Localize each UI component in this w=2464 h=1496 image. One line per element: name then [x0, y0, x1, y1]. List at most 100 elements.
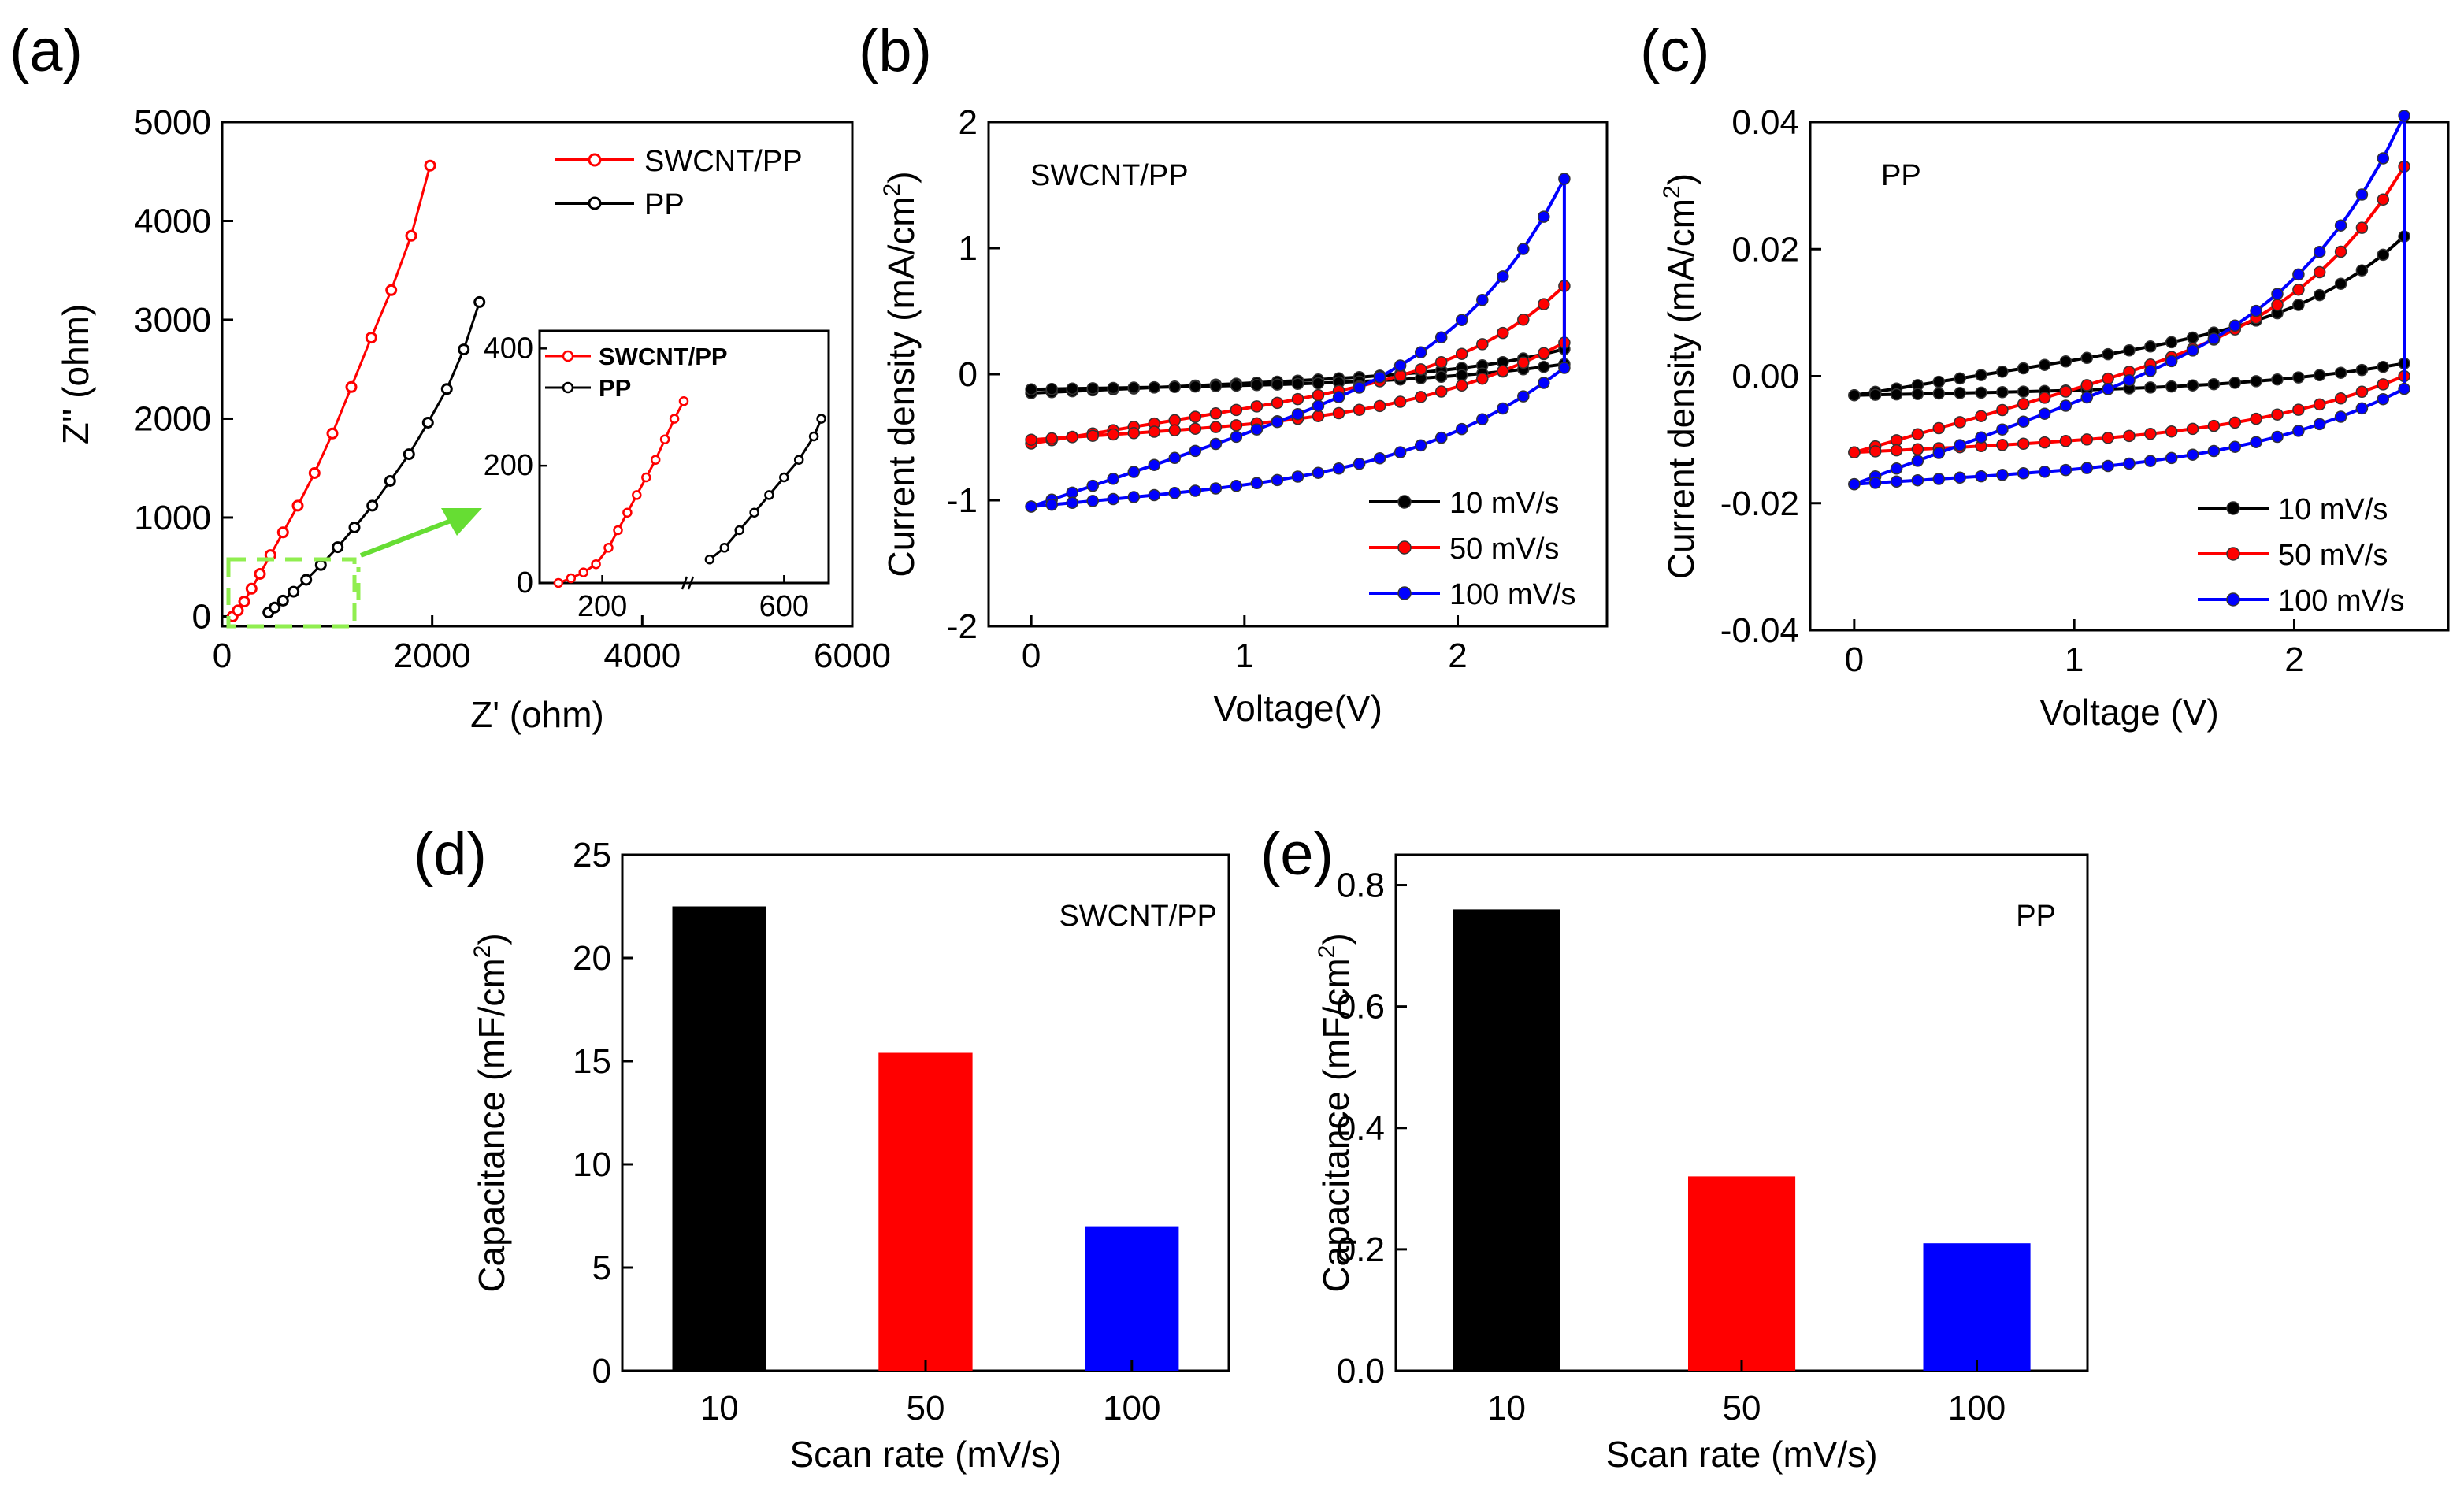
- panel-a-inset-series-0-point: [553, 577, 564, 588]
- panel-d-ytick-label: 25: [573, 836, 611, 874]
- panel-c-series-0-point: [2059, 355, 2073, 368]
- panel-c-series-2-point: [2059, 463, 2073, 477]
- panel-b-series-1-point: [1189, 422, 1202, 435]
- panel-c-series-1-point: [2017, 397, 2030, 410]
- panel-a-series-0-point: [365, 332, 377, 344]
- panel-c-series-2-point: [1996, 423, 2009, 436]
- panel-c-series-0-point: [2123, 344, 2136, 357]
- panel-c-series-0-point: [2186, 379, 2199, 392]
- panel-b-series-2-point: [1086, 479, 1099, 492]
- panel-c-series-1-point: [2207, 419, 2221, 432]
- panel-c-series-2-point: [2292, 425, 2305, 437]
- panel-b-series-2-point: [1045, 498, 1058, 511]
- panel-c-series-0-point: [1975, 386, 1987, 399]
- panel-a-inset-series-1-point: [749, 507, 759, 518]
- panel-c-series-0-point: [1868, 388, 1882, 401]
- panel-b-series-1-point: [1168, 424, 1182, 436]
- panel-b-legend-label: 100 mV/s: [1449, 578, 1576, 611]
- panel-c-series-1-point: [2228, 416, 2242, 429]
- panel-a-inset-series-0-point: [566, 573, 577, 584]
- panel-c-series-0-point: [2165, 380, 2178, 393]
- panel-b-series-2-point: [1107, 492, 1119, 506]
- panel-c-series-0-point: [2144, 381, 2157, 394]
- panel-c-xlabel: Voltage (V): [2039, 692, 2219, 733]
- panel-c-series-1-point: [1890, 444, 1903, 457]
- panel-b-legend-label: 10 mV/s: [1449, 487, 1559, 520]
- panel-b-series-0-point: [1312, 377, 1325, 390]
- panel-a-inset-series-1-point: [816, 414, 826, 424]
- panel-c-series-2-point: [2250, 304, 2262, 317]
- panel-a-series-0-point: [424, 159, 436, 172]
- panel-b-series-1-point: [1517, 314, 1530, 326]
- panel-b-series-2-point: [1025, 500, 1037, 513]
- panel-c-series-2-point: [2080, 391, 2094, 404]
- panel-a-ytick-label: 2000: [134, 399, 211, 438]
- panel-b-series-0-point: [1107, 381, 1119, 395]
- panel-c-series-1-point: [1868, 445, 1882, 458]
- panel-b-series-2-point: [1230, 430, 1243, 444]
- panel-a-inset-series-0-point: [650, 455, 661, 465]
- panel-c-series-2-point: [2165, 355, 2178, 368]
- panel-c-ytick-label: -0.02: [1720, 484, 1799, 523]
- panel-d-ylabel-text: Capacitance (mF/cm: [471, 958, 512, 1292]
- panel-c-series-2-point: [1911, 455, 1924, 467]
- panel-b-series-2-point: [1250, 423, 1264, 436]
- panel-a-legend-marker: [588, 153, 602, 167]
- panel-a-series-1-point: [403, 448, 415, 461]
- panel-e-label: (e): [1260, 821, 1334, 888]
- panel-c-legend-label: 100 mV/s: [2278, 585, 2405, 618]
- panel-c-legend-marker: [2226, 501, 2240, 515]
- panel-a-series-0-line: [232, 165, 432, 618]
- panel-a-inset-xtick-label: 600: [759, 590, 809, 623]
- panel-a-series-1-point: [314, 559, 327, 571]
- panel-c-series-2-point: [2271, 288, 2284, 300]
- panel-c-ytick-label: -0.04: [1720, 611, 1799, 650]
- panel-a-zoom-box: [226, 557, 357, 629]
- panel-b-ylabel-tail: ): [881, 171, 922, 183]
- panel-b-ytick-label: 2: [959, 103, 978, 142]
- panel-a-ytick-label: 3000: [134, 301, 211, 340]
- panel-e-annotation: PP: [2016, 900, 2056, 933]
- panel-b-legend-marker: [1397, 540, 1412, 555]
- panel-b-series-2-point: [1189, 444, 1202, 458]
- panel-c-series-2-point: [2207, 444, 2221, 458]
- panel-c-series-1-point: [2080, 433, 2094, 446]
- panel-a-inset-series-0-point: [659, 434, 670, 444]
- panel-c-series-0-point: [2271, 373, 2284, 386]
- panel-a-series-1-point: [458, 343, 470, 356]
- panel-c-series-2-point: [2165, 451, 2178, 465]
- panel-c-legend-marker: [2226, 592, 2240, 607]
- panel-b-series-1-point: [1414, 363, 1427, 376]
- panel-c-legend-label: 50 mV/s: [2278, 539, 2388, 572]
- panel-b-series-0-point: [1209, 380, 1223, 392]
- panel-b-series-2-point: [1558, 173, 1571, 185]
- panel-c-series-1-point: [1932, 421, 1946, 435]
- panel-b-series-2-point: [1517, 243, 1530, 255]
- panel-b-series-2-point: [1291, 407, 1304, 421]
- panel-b-series-0-point: [1434, 370, 1448, 384]
- panel-c-series-2-point: [1932, 473, 1946, 485]
- panel-b-series-0-point: [1250, 379, 1264, 392]
- panel-a-label: (a): [9, 17, 83, 84]
- panel-b-series-1-point: [1312, 388, 1325, 402]
- panel-a-xtick-label: 4000: [603, 637, 681, 675]
- panel-c-series-0-point: [2207, 377, 2221, 391]
- panel-c-series-2-point: [2186, 344, 2199, 357]
- panel-c-legend-label: 10 mV/s: [2278, 493, 2388, 526]
- panel-e-xtick-label: 10: [1487, 1389, 1526, 1427]
- panel-c-xtick-label: 1: [2065, 640, 2084, 679]
- panel-c-series-2-point: [2398, 110, 2410, 122]
- panel-d-label: (d): [414, 821, 487, 888]
- panel-c-series-0-point: [1996, 366, 2009, 378]
- panel-c-series-1-point: [1996, 439, 2009, 451]
- panel-e-bar-10: [1453, 909, 1560, 1371]
- panel-c-xtick-label: 0: [1845, 640, 1864, 679]
- panel-c-series-1-point: [2355, 221, 2369, 234]
- panel-c-label: (c): [1640, 17, 1710, 84]
- panel-c-series-1-point: [2080, 379, 2094, 392]
- panel-c-series-1-point: [2334, 245, 2347, 258]
- panel-b-series-2-point: [1209, 437, 1223, 451]
- panel-b-series-2-point: [1414, 346, 1427, 359]
- panel-a-ytick-label: 0: [192, 597, 211, 636]
